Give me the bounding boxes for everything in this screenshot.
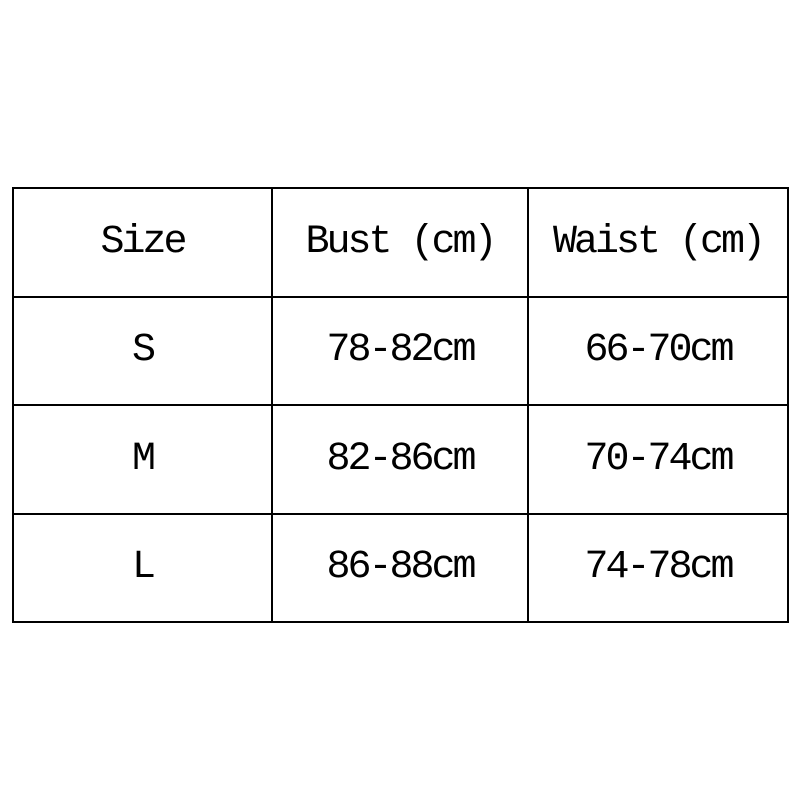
cell-size-l: L (12, 512, 273, 623)
cell-bust-l: 86-88cm (271, 512, 529, 623)
cell-waist-s: 66-70cm (527, 295, 789, 406)
table-header-row: Size Bust (cm) Waist (cm) (12, 187, 789, 298)
cell-bust-m: 82-86cm (271, 404, 529, 515)
header-waist: Waist (cm) (527, 187, 789, 298)
cell-bust-s: 78-82cm (271, 295, 529, 406)
table-row-l: L 86-88cm 74-78cm (12, 512, 789, 623)
cell-size-m: M (12, 404, 273, 515)
header-bust: Bust (cm) (271, 187, 529, 298)
header-size: Size (12, 187, 273, 298)
table-row-m: M 82-86cm 70-74cm (12, 404, 789, 515)
cell-waist-m: 70-74cm (527, 404, 789, 515)
cell-size-s: S (12, 295, 273, 406)
size-chart-table: Size Bust (cm) Waist (cm) S 78-82cm 66-7… (12, 187, 789, 623)
cell-waist-l: 74-78cm (527, 512, 789, 623)
table-row-s: S 78-82cm 66-70cm (12, 295, 789, 406)
